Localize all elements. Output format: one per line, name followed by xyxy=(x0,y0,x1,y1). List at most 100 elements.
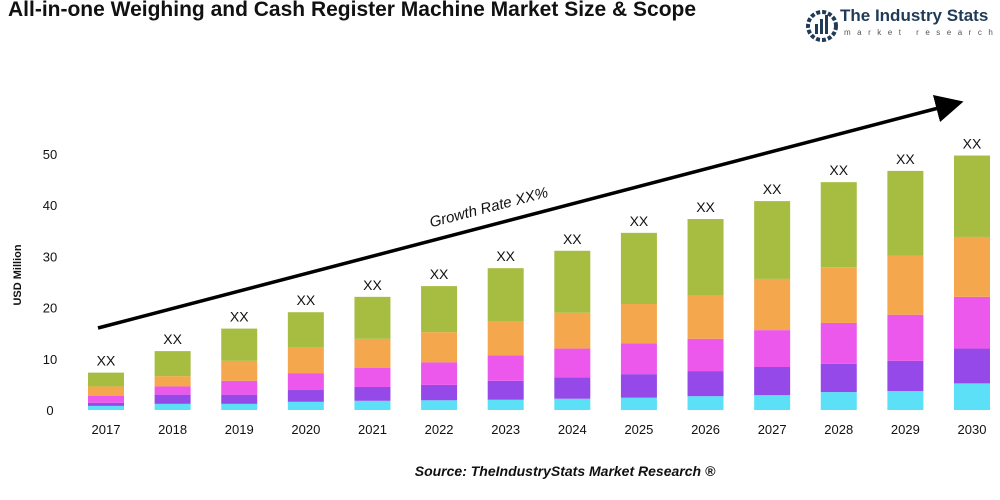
bar-value-label: XX xyxy=(563,231,582,247)
bar-segment-2023-4 xyxy=(487,268,524,322)
bar-segment-2017-2 xyxy=(88,395,124,403)
bar-segment-2023-2 xyxy=(487,355,524,381)
x-tick-label: 2019 xyxy=(225,422,254,437)
x-tick-label: 2018 xyxy=(158,422,187,437)
bar-segment-2026-4 xyxy=(687,219,724,296)
bar-segment-2025-4 xyxy=(620,232,657,305)
bar-segment-2025-3 xyxy=(620,304,657,344)
bar-segment-2019-0 xyxy=(221,403,258,410)
bar-segment-2019-3 xyxy=(221,360,258,381)
bar-segment-2024-3 xyxy=(554,312,591,349)
bar-segment-2024-0 xyxy=(554,398,591,410)
bar-segment-2028-0 xyxy=(820,392,857,410)
x-tick-label: 2022 xyxy=(425,422,454,437)
bar-segment-2030-4 xyxy=(954,155,990,237)
bar-segment-2029-1 xyxy=(887,360,924,392)
bar-segment-2022-1 xyxy=(421,384,458,401)
x-tick-label: 2030 xyxy=(958,422,987,437)
bar-segment-2029-4 xyxy=(887,170,924,256)
bar-segment-2029-0 xyxy=(887,391,924,410)
bar-segment-2017-1 xyxy=(88,402,124,406)
bar-segment-2020-2 xyxy=(287,373,324,391)
bar-segment-2020-4 xyxy=(287,312,324,348)
bar-value-label: XX xyxy=(496,248,515,264)
bar-segment-2023-1 xyxy=(487,380,524,400)
growth-arrow xyxy=(97,95,964,330)
y-tick-label: 10 xyxy=(43,352,57,367)
x-tick-label: 2026 xyxy=(691,422,720,437)
bar-segment-2025-0 xyxy=(620,397,657,410)
bar-segment-2027-4 xyxy=(754,201,791,279)
bar-value-label: XX xyxy=(230,309,249,325)
bar-segment-2026-1 xyxy=(687,371,724,397)
bar-segment-2030-3 xyxy=(954,236,990,297)
bar-segment-2029-2 xyxy=(887,314,924,361)
bar-segment-2024-2 xyxy=(554,348,591,378)
bar-value-label: XX xyxy=(430,266,449,282)
bar-segment-2018-2 xyxy=(154,386,191,395)
x-tick-label: 2024 xyxy=(558,422,587,437)
bar-segment-2025-2 xyxy=(620,343,657,375)
bar-value-label: XX xyxy=(696,199,715,215)
bar-value-label: XX xyxy=(363,277,382,293)
x-tick-label: 2017 xyxy=(92,422,121,437)
bar-segment-2018-3 xyxy=(154,376,191,387)
bar-segment-2022-0 xyxy=(421,400,458,410)
logo-name: The Industry Stats xyxy=(840,6,989,25)
bar-segment-2021-1 xyxy=(354,386,391,401)
x-tick-label: 2027 xyxy=(758,422,787,437)
bar-segment-2023-0 xyxy=(487,399,524,410)
bar-segment-2022-4 xyxy=(421,286,458,333)
bar-segment-2024-4 xyxy=(554,250,591,313)
bar-segment-2021-3 xyxy=(354,338,391,369)
gear-chart-icon xyxy=(806,10,838,42)
bar-value-label: XX xyxy=(896,151,915,167)
bar-segment-2026-2 xyxy=(687,338,724,372)
bar-segment-2030-2 xyxy=(954,296,990,349)
bar-segment-2025-1 xyxy=(620,374,657,398)
bar-value-label: XX xyxy=(763,181,782,197)
logo-tagline: market research xyxy=(844,28,1000,37)
bar-value-label: XX xyxy=(963,136,982,152)
bar-segment-2021-2 xyxy=(354,368,391,387)
bar-segment-2018-4 xyxy=(154,351,191,377)
bar-segment-2029-3 xyxy=(887,255,924,315)
bar-segment-2020-1 xyxy=(287,390,324,402)
bar-segment-2030-0 xyxy=(954,383,990,410)
x-tick-label: 2023 xyxy=(491,422,520,437)
bar-segment-2021-0 xyxy=(354,400,391,410)
bar-segment-2022-3 xyxy=(421,332,458,363)
bar-segment-2027-0 xyxy=(754,395,791,410)
bar-segment-2028-4 xyxy=(820,182,857,268)
bar-segment-2027-2 xyxy=(754,330,791,367)
bar-segment-2023-3 xyxy=(487,321,524,356)
y-tick-label: 40 xyxy=(43,198,57,213)
bar-segment-2018-1 xyxy=(154,394,191,404)
bar-segment-2022-2 xyxy=(421,362,458,385)
bar-segment-2024-1 xyxy=(554,377,591,399)
y-tick-label: 20 xyxy=(43,301,57,316)
bar-segment-2021-4 xyxy=(354,296,391,339)
y-tick-label: 0 xyxy=(46,403,53,418)
bar-segment-2020-3 xyxy=(287,347,324,374)
bar-segment-2019-4 xyxy=(221,328,258,361)
bar-segment-2018-0 xyxy=(154,403,191,410)
bar-value-label: XX xyxy=(829,162,848,178)
bar-value-label: XX xyxy=(163,331,182,347)
bar-segment-2028-1 xyxy=(820,363,857,393)
source-note: Source: TheIndustryStats Market Research… xyxy=(415,463,716,479)
x-tick-label: 2021 xyxy=(358,422,387,437)
bar-segment-2028-2 xyxy=(820,322,857,364)
bar-segment-2027-3 xyxy=(754,278,791,331)
y-tick-label: 30 xyxy=(43,249,57,264)
bar-value-label: XX xyxy=(97,353,116,369)
x-tick-label: 2028 xyxy=(824,422,853,437)
bar-value-label: XX xyxy=(630,213,649,229)
bar-segment-2017-3 xyxy=(88,386,124,396)
y-tick-label: 50 xyxy=(43,147,57,162)
bar-segment-2017-0 xyxy=(88,405,124,410)
bar-segment-2030-1 xyxy=(954,348,990,384)
bar-segment-2028-3 xyxy=(820,267,857,323)
bar-segment-2020-0 xyxy=(287,401,324,410)
